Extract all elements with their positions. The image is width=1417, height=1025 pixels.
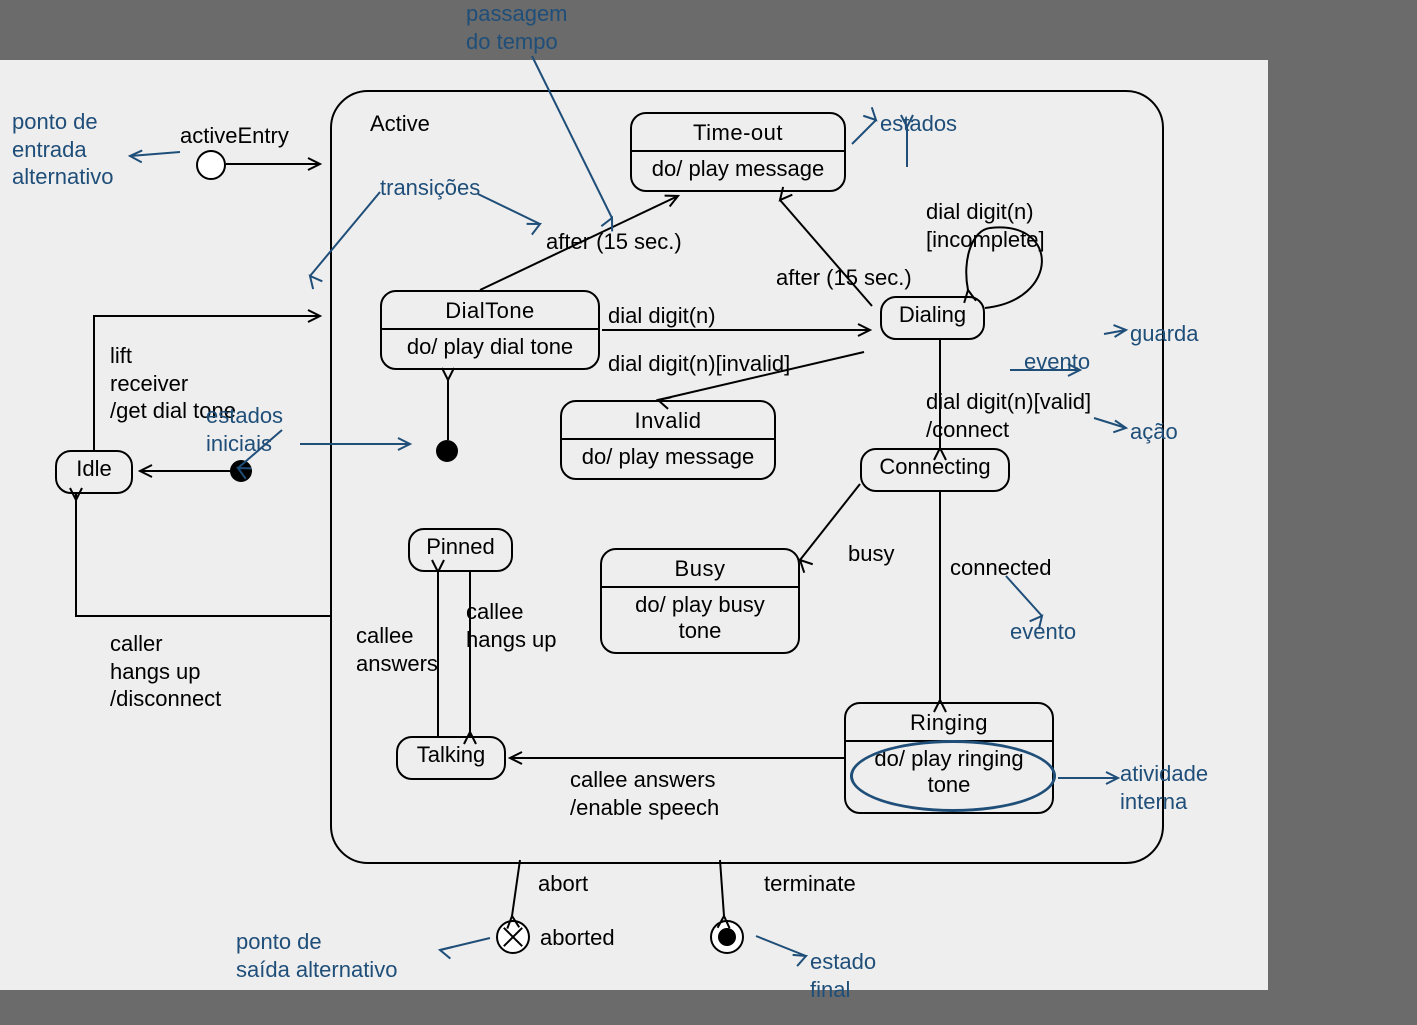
edges-layer [0, 0, 1417, 1025]
